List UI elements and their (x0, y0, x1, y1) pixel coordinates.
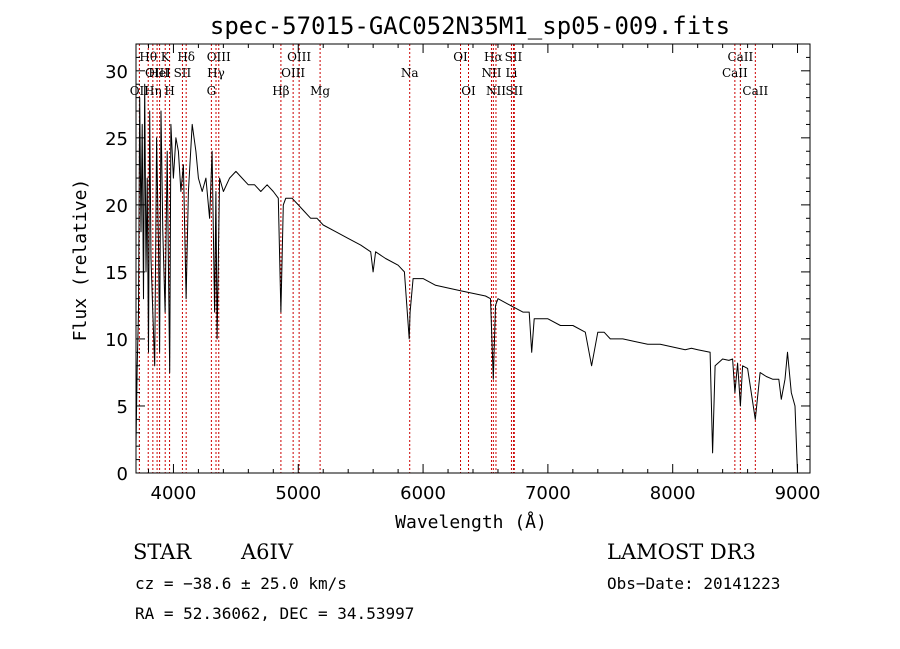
line-label: Li (506, 66, 518, 80)
object-class: STAR (133, 540, 192, 564)
line-label: Mg (310, 84, 330, 98)
line-label: G (207, 84, 217, 98)
line-label: H (164, 84, 174, 98)
line-label: OIII (287, 50, 311, 64)
y-tick-label: 25 (105, 129, 128, 150)
y-tick-label: 15 (105, 263, 128, 284)
x-tick-label: 6000 (400, 483, 446, 504)
series-layer (135, 83, 798, 474)
y-tick-label: 0 (117, 464, 128, 485)
x-axis-label: Wavelength (Å) (395, 511, 547, 533)
line-label: K (161, 50, 171, 64)
x-tick-label: 7000 (525, 483, 571, 504)
obs-date: Obs−Date: 20141223 (607, 574, 780, 593)
x-tick-label: 9000 (775, 483, 821, 504)
line-label: Hθ (139, 50, 157, 64)
ra-dec: RA = 52.36062, DEC = 34.53997 (135, 604, 414, 623)
line-label: Hα (484, 50, 503, 64)
line-label: CaII (742, 84, 768, 98)
line-label: SII (174, 66, 192, 80)
line-label: NII (481, 66, 501, 80)
line-label: CaII (727, 50, 753, 64)
line-label: OIII (207, 50, 231, 64)
line-label: Hγ (207, 66, 225, 80)
line-label: OIII (281, 66, 305, 80)
line-label: Na (401, 66, 419, 80)
line-label: OI (453, 50, 468, 64)
x-tick-label: 5000 (275, 483, 321, 504)
line-label: Hη (144, 84, 162, 98)
line-label: Hβ (272, 84, 289, 98)
line-label: NII (486, 84, 506, 98)
y-ticks: 0 5 10 15 20 25 30 (105, 56, 810, 485)
line-label: Hδ (177, 50, 195, 64)
line-label: CaII (722, 66, 748, 80)
line-label: SII (505, 50, 523, 64)
spectrum-line (135, 83, 798, 474)
y-tick-label: 10 (105, 330, 128, 351)
survey-name: LAMOST DR3 (607, 540, 756, 564)
object-subclass: A6IV (240, 540, 294, 564)
y-tick-label: 20 (105, 196, 128, 217)
x-tick-label: 8000 (650, 483, 696, 504)
y-axis-label: Flux (relative) (70, 179, 91, 342)
redshift-cz: cz = −38.6 ± 25.0 km/s (135, 574, 347, 593)
line-label: HeI (148, 66, 171, 80)
y-tick-label: 30 (105, 62, 128, 83)
y-tick-label: 5 (117, 397, 128, 418)
line-label: SII (505, 84, 523, 98)
line-label: OI (461, 84, 476, 98)
chart-title: spec-57015-GAC052N35M1_sp05-009.fits (210, 12, 730, 40)
x-ticks: 4000 5000 6000 7000 8000 9000 (147, 44, 821, 504)
x-tick-label: 4000 (151, 483, 197, 504)
line-label: OIII (145, 66, 169, 80)
plot-frame (135, 43, 811, 474)
